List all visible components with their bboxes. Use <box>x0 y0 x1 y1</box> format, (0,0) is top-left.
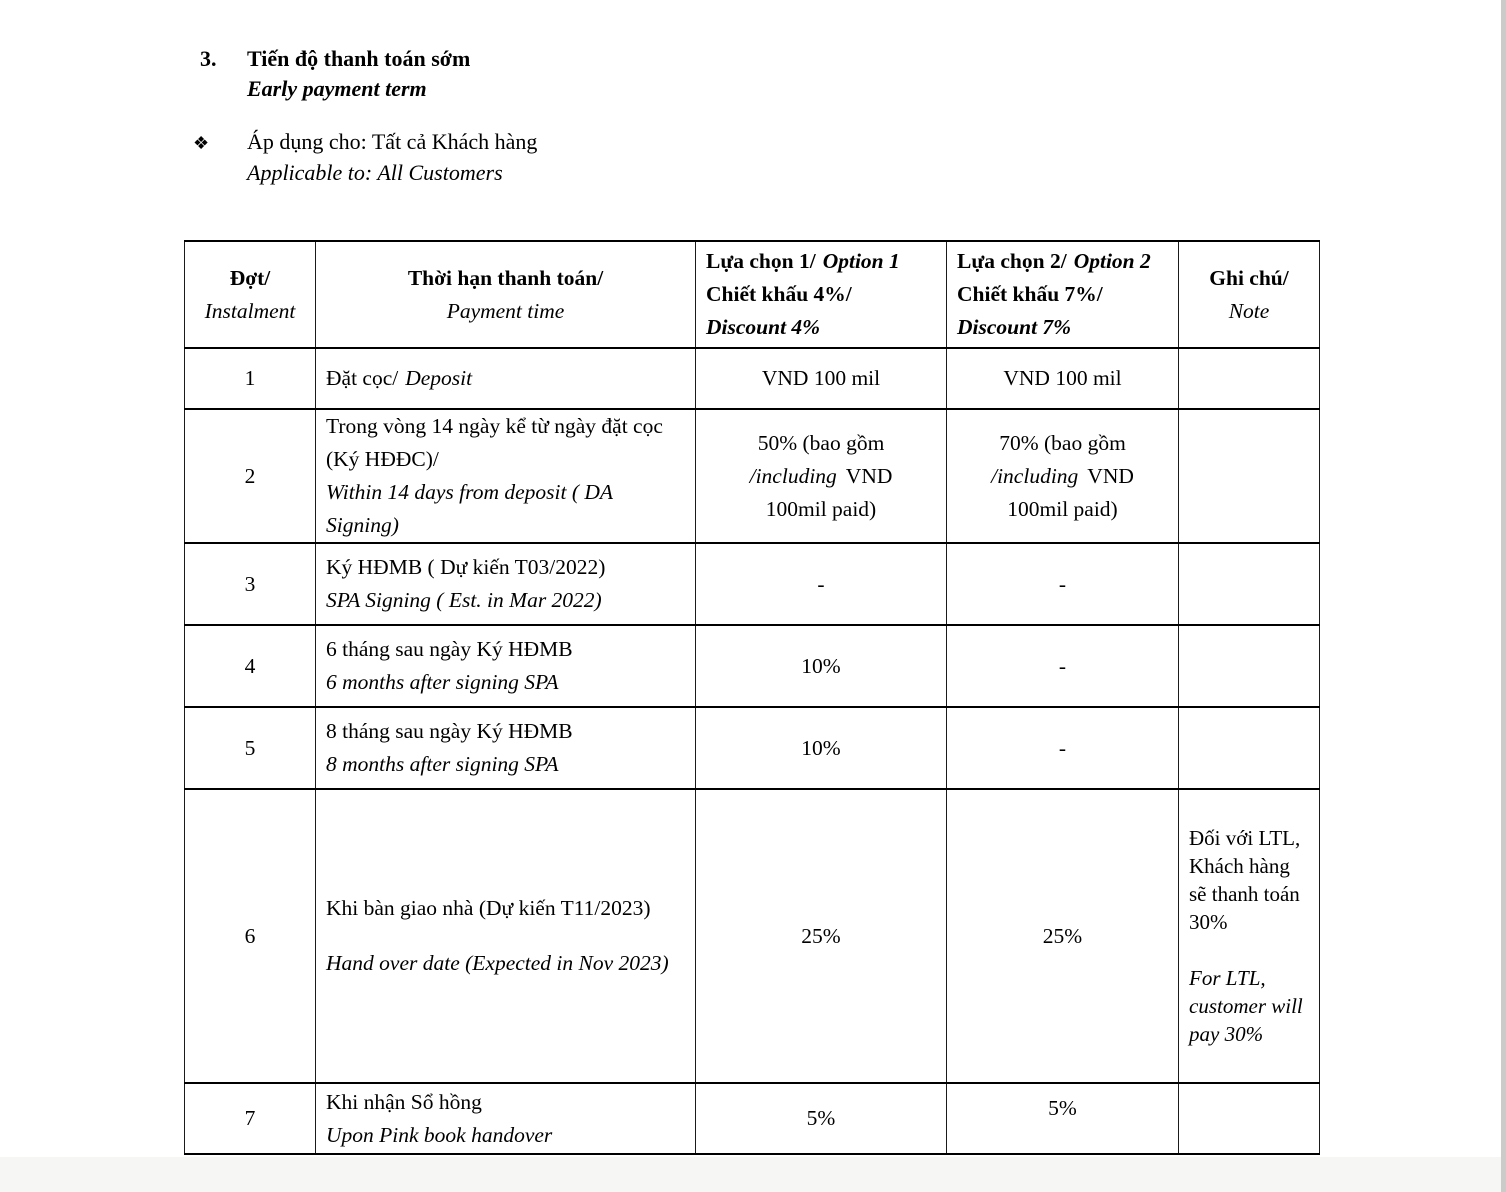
header-option2-discount-en: Discount 7% <box>957 315 1072 339</box>
row1-note <box>1178 347 1320 410</box>
header-option2: Lựa chọn 2/Option 2 Chiết khấu 7%/ Disco… <box>946 240 1179 349</box>
section-number: 3. <box>200 46 217 71</box>
section-title-vi: Tiến độ thanh toán sớm <box>247 46 471 71</box>
header-payment-time-en: Payment time <box>446 298 565 323</box>
header-note-vi: Ghi chú/ <box>1209 265 1289 290</box>
applicability-text-vi: Áp dụng cho: Tất cả Khách hàng <box>247 129 538 154</box>
row3-option1-value: - <box>695 542 947 626</box>
row2-payment-time: Trong vòng 14 ngày kể từ ngày đặt cọc (K… <box>315 408 696 544</box>
row1-option2-value: VND 100 mil <box>946 347 1179 410</box>
row6-note-en: For LTL, customer will pay 30% <box>1189 966 1303 1046</box>
table-row-4: 4 6 tháng sau ngày Ký HĐMB 6 months afte… <box>184 624 1320 708</box>
row2-instalment-number: 2 <box>184 408 316 544</box>
header-instalment-en: Instalment <box>204 298 296 323</box>
applicability-line: ❖ Áp dụng cho: Tất cả Khách hàng Applica… <box>193 126 537 188</box>
row1-payment-time: Đặt cọc/Deposit <box>315 347 696 410</box>
table-header-row: Đợt/ Instalment Thời hạn thanh toán/ Pay… <box>184 240 1320 349</box>
section-titles: Tiến độ thanh toán sớm Early payment ter… <box>247 44 470 104</box>
row6-payment-time: Khi bàn giao nhà (Dự kiến T11/2023) Hand… <box>315 788 696 1084</box>
row2-option1-value: 50% (bao gồm /including VND 100mil paid) <box>695 408 947 544</box>
row7-option1-value: 5% <box>695 1082 947 1155</box>
row1-instalment-number: 1 <box>184 347 316 410</box>
row4-option1-value: 10% <box>695 624 947 708</box>
row3-note <box>1178 542 1320 626</box>
header-option1-discount-en: Discount 4% <box>706 315 821 339</box>
row3-payment-time: Ký HĐMB ( Dự kiến T03/2022) SPA Signing … <box>315 542 696 626</box>
row2-option2-value: 70% (bao gồm /including VND 100mil paid) <box>946 408 1179 544</box>
table-row-7: 7 Khi nhận Sổ hồng Upon Pink book handov… <box>184 1082 1320 1155</box>
row4-note <box>1178 624 1320 708</box>
row1-payment-time-en: Deposit <box>405 366 473 390</box>
row6-note: Đối với LTL, Khách hàng sẽ thanh toán 30… <box>1178 788 1320 1084</box>
row3-payment-time-en: SPA Signing ( Est. in Mar 2022) <box>326 588 602 612</box>
row6-note-vi: Đối với LTL, Khách hàng sẽ thanh toán 30… <box>1189 826 1301 934</box>
row7-payment-time-en: Upon Pink book handover <box>326 1122 553 1147</box>
row4-payment-time: 6 tháng sau ngày Ký HĐMB 6 months after … <box>315 624 696 708</box>
header-note-en: Note <box>1228 298 1270 323</box>
header-payment-time-vi: Thời hạn thanh toán/ <box>407 265 604 290</box>
header-option2-en: Option 2 <box>1073 249 1151 273</box>
header-option1-vi: Lựa chọn 1/ <box>706 249 816 273</box>
header-option1: Lựa chọn 1/Option 1 Chiết khấu 4%/ Disco… <box>695 240 947 349</box>
table-row-3: 3 Ký HĐMB ( Dự kiến T03/2022) SPA Signin… <box>184 542 1320 626</box>
header-option1-en: Option 1 <box>822 249 900 273</box>
header-option1-discount-vi: Chiết khấu 4%/ <box>706 282 852 306</box>
row6-payment-time-vi: Khi bàn giao nhà (Dự kiến T11/2023) <box>326 896 651 920</box>
row1-payment-time-vi: Đặt cọc/ <box>326 366 399 390</box>
row4-payment-time-vi: 6 tháng sau ngày Ký HĐMB <box>326 637 573 661</box>
row4-option2-value: - <box>946 624 1179 708</box>
table-row-2: 2 Trong vòng 14 ngày kể từ ngày đặt cọc … <box>184 408 1320 544</box>
table-row-5: 5 8 tháng sau ngày Ký HĐMB 8 months afte… <box>184 706 1320 790</box>
row2-payment-time-vi: Trong vòng 14 ngày kể từ ngày đặt cọc (K… <box>326 414 663 471</box>
header-instalment-vi: Đợt/ <box>229 265 271 290</box>
diamond-bullet-icon: ❖ <box>193 133 210 153</box>
header-instalment: Đợt/ Instalment <box>184 240 316 349</box>
row7-instalment-number: 7 <box>184 1082 316 1155</box>
row6-option2-value: 25% <box>946 788 1179 1084</box>
header-option2-vi: Lựa chọn 2/ <box>957 249 1067 273</box>
row5-payment-time: 8 tháng sau ngày Ký HĐMB 8 months after … <box>315 706 696 790</box>
row6-payment-time-en: Hand over date (Expected in Nov 2023) <box>326 951 669 975</box>
row6-instalment-number: 6 <box>184 788 316 1084</box>
row7-option2-value: 5% <box>946 1082 1179 1155</box>
row3-payment-time-vi: Ký HĐMB ( Dự kiến T03/2022) <box>326 555 606 579</box>
table-row-1: 1 Đặt cọc/Deposit VND 100 mil VND 100 mi… <box>184 347 1320 410</box>
row2-payment-time-en: Within 14 days from deposit ( DA Signing… <box>326 480 613 537</box>
row7-payment-time: Khi nhận Sổ hồng Upon Pink book handover <box>315 1082 696 1155</box>
table-row-6: 6 Khi bàn giao nhà (Dự kiến T11/2023) Ha… <box>184 788 1320 1084</box>
section-title-en: Early payment term <box>247 76 427 101</box>
row5-instalment-number: 5 <box>184 706 316 790</box>
row2-note <box>1178 408 1320 544</box>
applicability-text: Áp dụng cho: Tất cả Khách hàng Applicabl… <box>247 126 537 188</box>
row3-option2-value: - <box>946 542 1179 626</box>
row7-note <box>1178 1082 1320 1155</box>
header-option2-discount-vi: Chiết khấu 7%/ <box>957 282 1103 306</box>
row4-instalment-number: 4 <box>184 624 316 708</box>
row3-instalment-number: 3 <box>184 542 316 626</box>
row5-note <box>1178 706 1320 790</box>
page-edge-right <box>1501 0 1506 1192</box>
row6-option1-value: 25% <box>695 788 947 1084</box>
applicability-text-en: Applicable to: All Customers <box>247 160 503 185</box>
viewer-background-bottom <box>0 1157 1506 1192</box>
row4-payment-time-en: 6 months after signing SPA <box>326 670 559 694</box>
row7-payment-time-vi: Khi nhận Sổ hồng <box>326 1089 482 1114</box>
payment-schedule-table: Đợt/ Instalment Thời hạn thanh toán/ Pay… <box>184 240 1320 1155</box>
section-heading: 3. Tiến độ thanh toán sớm Early payment … <box>200 44 470 104</box>
header-payment-time: Thời hạn thanh toán/ Payment time <box>315 240 696 349</box>
header-note: Ghi chú/ Note <box>1178 240 1320 349</box>
row5-payment-time-en: 8 months after signing SPA <box>326 752 559 776</box>
row5-option2-value: - <box>946 706 1179 790</box>
row5-payment-time-vi: 8 tháng sau ngày Ký HĐMB <box>326 719 573 743</box>
row1-option1-value: VND 100 mil <box>695 347 947 410</box>
row5-option1-value: 10% <box>695 706 947 790</box>
